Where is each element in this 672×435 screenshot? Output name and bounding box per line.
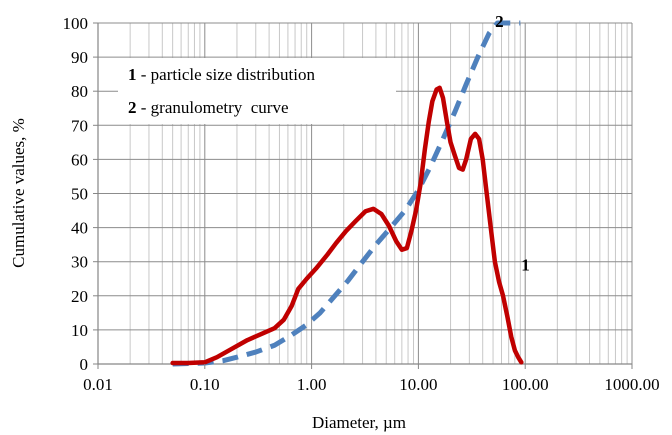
y-tick-label: 0 (80, 355, 89, 374)
curve-label-1: 1 (521, 256, 530, 275)
legend-item-2-label: - granulometry curve (137, 98, 289, 117)
y-tick-label: 10 (71, 321, 88, 340)
legend-item-2-number: 2 (128, 98, 137, 117)
curve-label-2: 2 (495, 12, 504, 31)
y-tick-label: 30 (71, 253, 88, 272)
y-tick-label: 20 (71, 287, 88, 306)
legend-item-1: 1 - particle size distribution (128, 65, 315, 84)
series-layer (170, 20, 524, 367)
y-tick-label: 70 (71, 116, 88, 135)
y-tick-label: 90 (71, 48, 88, 67)
x-axis-title: Diameter, µm (312, 413, 406, 432)
y-tick-label: 100 (63, 14, 89, 33)
series-line-2 (172, 20, 521, 367)
y-tick-label: 60 (71, 150, 88, 169)
x-axis-ticks: 0.01 0.10 1.00 10.00 100.00 1000.00 (83, 364, 660, 394)
curve-labels: 12 (495, 12, 530, 274)
x-tick-label: 100.00 (502, 375, 549, 394)
x-tick-label: 0.01 (83, 375, 113, 394)
series-line-1 (170, 85, 524, 366)
x-tick-label: 1000.00 (604, 375, 659, 394)
legend-item-2: 2 - granulometry curve (128, 98, 289, 117)
x-tick-label: 1.00 (297, 375, 327, 394)
y-tick-label: 80 (71, 82, 88, 101)
x-tick-label: 0.10 (190, 375, 220, 394)
y-tick-label: 50 (71, 185, 88, 204)
y-axis-title: Cumulative values, % (9, 118, 28, 268)
y-tick-label: 40 (71, 219, 88, 238)
legend-item-1-number: 1 (128, 65, 137, 84)
legend: 1 - particle size distribution 2 - granu… (118, 58, 396, 124)
legend-background (118, 58, 396, 124)
x-tick-label: 10.00 (399, 375, 437, 394)
y-axis-ticks: 0 10 20 30 40 50 60 70 80 90 100 (63, 14, 98, 374)
legend-item-1-label: - particle size distribution (137, 65, 316, 84)
